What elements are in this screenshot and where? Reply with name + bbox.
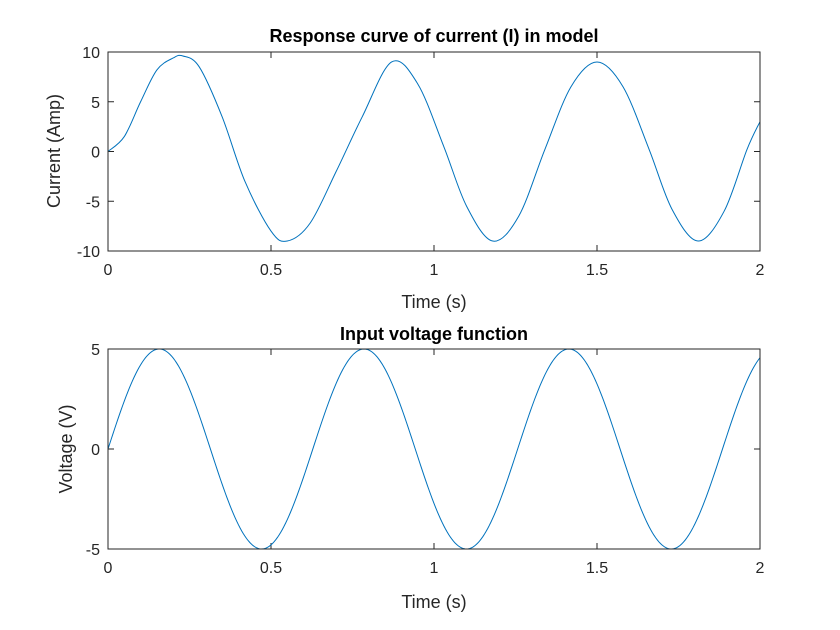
voltage-x-tick-label: 1 xyxy=(430,560,439,577)
current-series-line xyxy=(107,54,761,242)
voltage-x-tick-label: 0.5 xyxy=(260,560,282,577)
voltage-ticks: 0 0.5 1 1.5 2-505 xyxy=(86,342,765,577)
current-y-tick-label: 5 xyxy=(91,95,100,112)
voltage-x-axis-label: Time (s) xyxy=(401,592,466,612)
current-y-tick-label: -10 xyxy=(77,244,100,261)
voltage-y-tick-label: 5 xyxy=(91,342,100,359)
voltage-x-tick-label: 2 xyxy=(756,560,765,577)
current-x-tick-label: 0.5 xyxy=(260,262,282,279)
voltage-x-tick-label: 1.5 xyxy=(586,560,608,577)
voltage-y-tick-label: 0 xyxy=(91,442,100,459)
voltage-series-line xyxy=(107,348,761,550)
current-x-tick-label: 0 xyxy=(104,262,113,279)
voltage-y-axis-label: Voltage (V) xyxy=(56,404,76,493)
subplot-current: Response curve of current (I) in model C… xyxy=(44,26,765,312)
subplot-voltage: Input voltage function Voltage (V) Time … xyxy=(56,324,765,612)
current-chart-title: Response curve of current (I) in model xyxy=(269,26,598,46)
current-x-tick-label: 1 xyxy=(430,262,439,279)
current-y-tick-label: 0 xyxy=(91,145,100,162)
current-y-tick-label: -5 xyxy=(86,194,100,211)
current-ticks: 0 0.5 1 1.5 2 -10 -5 0 5 10 xyxy=(77,45,765,279)
voltage-axes-box xyxy=(107,348,761,550)
voltage-y-tick-label: -5 xyxy=(86,542,100,559)
voltage-chart-title: Input voltage function xyxy=(340,324,528,344)
current-y-tick-label: 10 xyxy=(82,45,100,62)
voltage-x-tick-label: 0 xyxy=(104,560,113,577)
current-x-axis-label: Time (s) xyxy=(401,292,466,312)
current-x-tick-label: 1.5 xyxy=(586,262,608,279)
current-x-tick-label: 2 xyxy=(756,262,765,279)
current-y-axis-label: Current (Amp) xyxy=(44,94,64,208)
current-axes-box xyxy=(107,51,761,252)
